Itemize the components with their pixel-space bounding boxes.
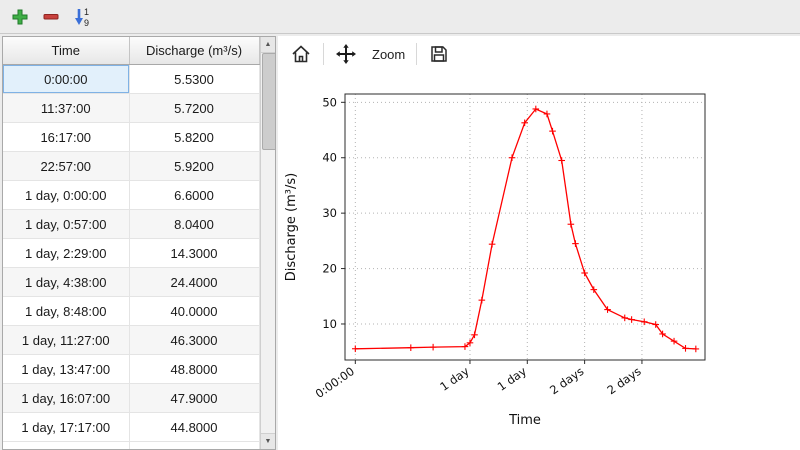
- table-row[interactable]: 1 day, 13:47:00 48.8000: [3, 354, 260, 384]
- remove-row-button[interactable]: [37, 3, 64, 30]
- svg-text:Discharge (m³/s): Discharge (m³/s): [284, 173, 299, 281]
- svg-text:1: 1: [83, 7, 88, 17]
- svg-text:2 days: 2 days: [547, 364, 586, 397]
- svg-text:Time: Time: [508, 413, 541, 428]
- discharge-cell[interactable]: 40.0000: [129, 296, 260, 326]
- column-header-time[interactable]: Time: [3, 37, 130, 65]
- time-series-table: Time Discharge (m³/s) 0:00:00 5.5300 11:37…: [3, 37, 260, 449]
- time-cell[interactable]: 1 day, 2:29:00: [3, 238, 130, 268]
- zoom-button[interactable]: Zoom: [368, 40, 409, 68]
- empty-cell: [3, 441, 130, 449]
- table-row[interactable]: 1 day, 16:07:00 47.9000: [3, 383, 260, 413]
- table-row[interactable]: 1 day, 0:00:00 6.6000: [3, 180, 260, 210]
- minus-icon: [43, 13, 58, 19]
- time-cell[interactable]: 0:00:00: [3, 64, 130, 94]
- time-cell[interactable]: 11:37:00: [3, 93, 130, 123]
- table-row[interactable]: 22:57:00 5.9200: [3, 151, 260, 181]
- time-cell[interactable]: 1 day, 4:38:00: [3, 267, 130, 297]
- discharge-cell[interactable]: 5.7200: [129, 93, 260, 123]
- time-cell[interactable]: 1 day, 16:07:00: [3, 383, 130, 413]
- column-header-discharge[interactable]: Discharge (m³/s): [129, 37, 260, 65]
- table-body: 0:00:00 5.5300 11:37:00 5.7200 16:17:00 5.820…: [3, 64, 260, 449]
- scroll-thumb[interactable]: [261, 53, 275, 150]
- table-row[interactable]: 11:37:00 5.7200: [3, 93, 260, 123]
- chart-toolbar: Zoom: [278, 36, 800, 72]
- chart-panel: Zoom 10 20 30 40 50 0:00:00 1 day 1 day 2 days 2 …: [278, 36, 800, 450]
- time-cell[interactable]: 22:57:00: [3, 151, 130, 181]
- table-toolbar: 1 9: [0, 0, 800, 34]
- svg-text:50: 50: [322, 95, 337, 109]
- discharge-cell[interactable]: 14.3000: [129, 238, 260, 268]
- time-cell[interactable]: 1 day, 17:17:00: [3, 412, 130, 442]
- discharge-cell[interactable]: 5.9200: [129, 151, 260, 181]
- svg-text:20: 20: [322, 262, 337, 276]
- discharge-cell[interactable]: 5.8200: [129, 122, 260, 152]
- add-row-button[interactable]: [6, 3, 33, 30]
- table-row[interactable]: 1 day, 2:29:00 14.3000: [3, 238, 260, 268]
- discharge-cell[interactable]: 24.4000: [129, 267, 260, 297]
- discharge-cell[interactable]: 48.8000: [129, 354, 260, 384]
- table-row[interactable]: 1 day, 0:57:00 8.0400: [3, 209, 260, 239]
- svg-text:30: 30: [322, 206, 337, 220]
- scroll-up-button[interactable]: ▲: [260, 37, 275, 53]
- empty-cell: [129, 441, 260, 449]
- time-cell[interactable]: 1 day, 11:27:00: [3, 325, 130, 355]
- svg-text:1 day: 1 day: [437, 364, 472, 394]
- pan-icon: [336, 44, 356, 64]
- sort-numeric-descending-icon: 1 9: [74, 7, 89, 28]
- table-row[interactable]: 16:17:00 5.8200: [3, 122, 260, 152]
- home-button[interactable]: [286, 40, 316, 68]
- discharge-cell[interactable]: 5.5300: [129, 64, 260, 94]
- time-cell[interactable]: 1 day, 0:57:00: [3, 209, 130, 239]
- table-scrollbar[interactable]: ▲ ▼: [259, 37, 275, 449]
- scroll-down-button[interactable]: ▼: [260, 433, 275, 449]
- discharge-hydrograph-chart[interactable]: 10 20 30 40 50 0:00:00 1 day 1 day 2 days 2 days T…: [278, 72, 800, 450]
- toolbar-separator: [323, 43, 324, 65]
- time-series-table-panel: Time Discharge (m³/s) 0:00:00 5.5300 11:37…: [2, 36, 276, 450]
- svg-text:9: 9: [83, 18, 88, 28]
- svg-text:40: 40: [322, 151, 337, 165]
- svg-text:2 days: 2 days: [604, 364, 643, 397]
- pan-button[interactable]: [331, 40, 361, 68]
- time-cell[interactable]: 1 day, 13:47:00: [3, 354, 130, 384]
- discharge-cell[interactable]: 46.3000: [129, 325, 260, 355]
- toolbar-separator: [416, 43, 418, 65]
- time-cell[interactable]: 1 day, 8:48:00: [3, 296, 130, 326]
- time-cell[interactable]: 1 day, 0:00:00: [3, 180, 130, 210]
- discharge-cell[interactable]: 8.0400: [129, 209, 260, 239]
- plus-icon: [12, 9, 27, 24]
- table-row[interactable]: [3, 441, 260, 449]
- discharge-cell[interactable]: 47.9000: [129, 383, 260, 413]
- table-row[interactable]: 1 day, 4:38:00 24.4000: [3, 267, 260, 297]
- save-button[interactable]: [424, 40, 454, 68]
- svg-text:0:00:00: 0:00:00: [313, 364, 357, 401]
- table-header-row: Time Discharge (m³/s): [3, 37, 260, 65]
- discharge-cell[interactable]: 44.8000: [129, 412, 260, 442]
- svg-text:1 day: 1 day: [495, 364, 530, 394]
- svg-text:10: 10: [322, 317, 337, 331]
- table-row[interactable]: 1 day, 8:48:00 40.0000: [3, 296, 260, 326]
- table-row[interactable]: 1 day, 17:17:00 44.8000: [3, 412, 260, 442]
- table-row[interactable]: 1 day, 11:27:00 46.3000: [3, 325, 260, 355]
- discharge-cell[interactable]: 6.6000: [129, 180, 260, 210]
- sort-button[interactable]: 1 9: [68, 3, 95, 30]
- table-row[interactable]: 0:00:00 5.5300: [3, 64, 260, 94]
- home-icon: [292, 45, 310, 63]
- save-icon: [431, 46, 447, 62]
- time-cell[interactable]: 16:17:00: [3, 122, 130, 152]
